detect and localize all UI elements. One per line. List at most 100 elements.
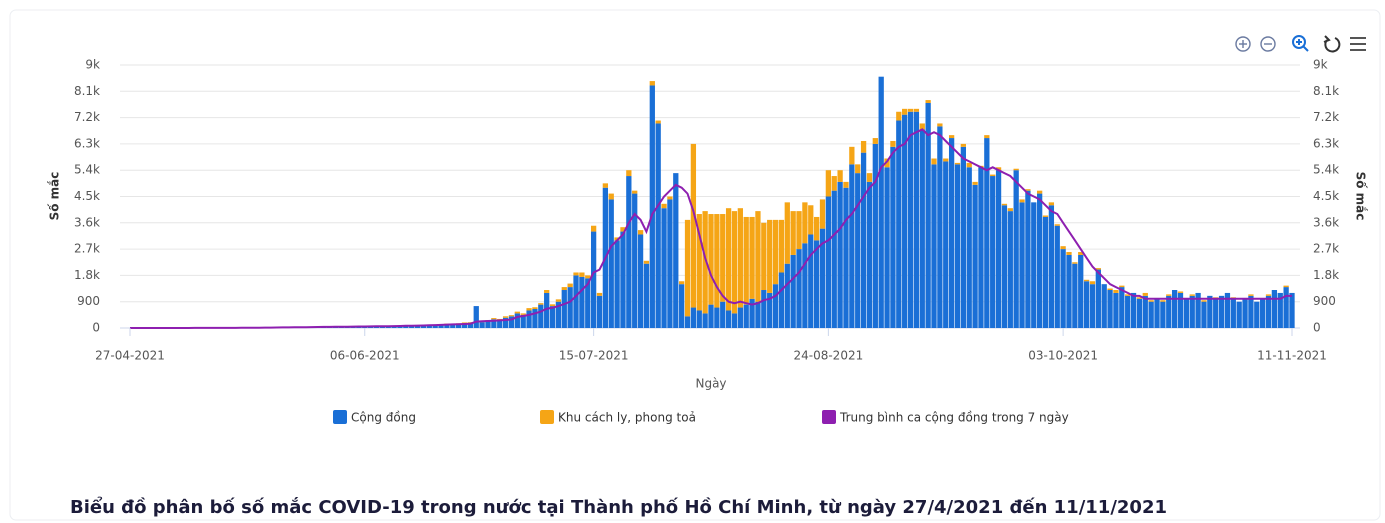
- zoom-button[interactable]: [1292, 35, 1309, 52]
- y-tick-label: 0: [92, 321, 100, 335]
- bar: [972, 184, 978, 328]
- bar: [849, 164, 855, 328]
- bar: [1125, 295, 1131, 328]
- bar: [1277, 292, 1283, 328]
- bar: [902, 108, 908, 115]
- bar: [1254, 301, 1260, 328]
- bar: [526, 310, 532, 328]
- bar: [796, 211, 802, 250]
- bar: [843, 187, 849, 328]
- bar: [544, 292, 550, 328]
- menu-button[interactable]: [1350, 37, 1366, 51]
- bar: [1095, 269, 1101, 328]
- bar: [819, 199, 826, 229]
- bar: [561, 290, 567, 328]
- bar: [919, 129, 925, 328]
- bar: [1265, 294, 1272, 296]
- bar: [778, 219, 785, 273]
- bar: [614, 237, 620, 241]
- y2-tick-label: 8.1k: [1313, 84, 1339, 98]
- bar: [960, 146, 966, 328]
- bar: [1119, 287, 1125, 328]
- y-tick-label: 4.5k: [74, 189, 100, 203]
- bar: [444, 324, 450, 328]
- bar: [1171, 290, 1178, 328]
- bar: [1195, 292, 1201, 328]
- bar: [1160, 301, 1166, 328]
- bar: [884, 158, 890, 168]
- bar: [990, 176, 996, 328]
- bar: [902, 114, 908, 328]
- bar: [655, 120, 661, 124]
- bar: [860, 140, 867, 153]
- bar: [508, 315, 515, 317]
- bar: [1166, 294, 1172, 296]
- bar: [990, 174, 996, 177]
- bar: [1089, 284, 1096, 328]
- bar: [1001, 205, 1008, 328]
- bar: [1248, 295, 1254, 328]
- bar: [784, 263, 790, 328]
- bar: [1042, 216, 1049, 328]
- bar: [714, 214, 720, 308]
- bar: [813, 216, 820, 241]
- bar: [1283, 285, 1289, 288]
- bar: [1019, 199, 1025, 203]
- bar: [943, 158, 949, 162]
- reset-button[interactable]: [1323, 35, 1341, 53]
- bar: [725, 310, 732, 328]
- bar: [1042, 215, 1049, 217]
- bar: [520, 314, 526, 328]
- bar: [761, 222, 767, 291]
- bar: [825, 170, 832, 197]
- bar: [690, 143, 697, 308]
- bar: [860, 152, 867, 328]
- zoom-in-button[interactable]: [1235, 36, 1251, 52]
- bar: [1054, 224, 1060, 226]
- bar: [555, 301, 562, 328]
- legend-label: Cộng đồng: [351, 411, 416, 425]
- bar: [960, 143, 966, 147]
- y2-tick-label: 1.8k: [1313, 268, 1339, 282]
- bar: [1236, 301, 1242, 328]
- x-tick-label: 11-11-2021: [1257, 349, 1327, 363]
- bar: [467, 322, 474, 323]
- bar: [1048, 205, 1055, 328]
- bar: [925, 100, 931, 103]
- bar: [532, 307, 538, 310]
- bar: [567, 287, 573, 328]
- bar: [532, 309, 538, 328]
- bar: [948, 138, 955, 328]
- bar: [1213, 298, 1219, 328]
- bar: [849, 146, 855, 165]
- bar: [1107, 290, 1113, 328]
- bar: [456, 323, 462, 328]
- y-tick-label: 6.3k: [74, 136, 100, 150]
- zoom-out-button[interactable]: [1260, 36, 1276, 52]
- bar: [731, 313, 738, 328]
- bar: [667, 196, 673, 200]
- bar: [808, 234, 814, 328]
- bar: [1078, 254, 1084, 328]
- x-tick-label: 24-08-2021: [793, 349, 863, 363]
- bar: [1060, 249, 1066, 328]
- bar: [837, 170, 843, 182]
- x-axis-title: Ngày: [695, 377, 726, 391]
- bar: [855, 164, 861, 174]
- bar: [567, 283, 573, 288]
- bar: [1218, 295, 1225, 328]
- bar: [637, 234, 644, 328]
- bar: [755, 211, 761, 302]
- y2-tick-label: 5.4k: [1313, 163, 1339, 177]
- y-tick-label: 8.1k: [74, 84, 100, 98]
- bar: [1031, 202, 1037, 328]
- bar: [761, 290, 767, 328]
- bar: [1189, 295, 1195, 328]
- bar: [1083, 279, 1090, 282]
- bar: [502, 317, 509, 328]
- bar: [620, 231, 626, 328]
- y-tick-label: 9k: [85, 58, 100, 72]
- bar: [590, 225, 597, 232]
- bar: [649, 81, 655, 86]
